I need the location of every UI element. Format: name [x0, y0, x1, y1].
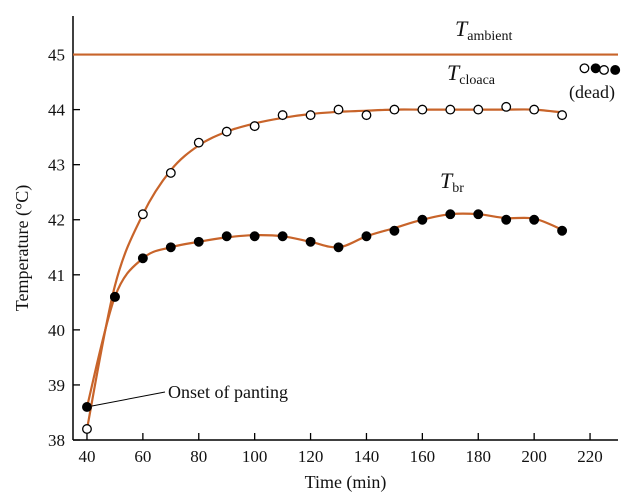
x-tick-label: 120 [298, 447, 324, 466]
axes: 40 60 80 100 120 140 160 180 200 220 38 39 40 41 42 43… [12, 16, 618, 493]
data-point-br [165, 242, 176, 253]
x-tick-label: 100 [242, 447, 268, 466]
data-point-cloaca [557, 110, 568, 121]
series-label-main: T [440, 168, 454, 193]
y-tick-label: 40 [48, 321, 65, 340]
series-labels: Tambient Tcloaca Tbr (dead) Onset of pan… [91, 16, 615, 407]
series-label-br: Tbr [440, 168, 464, 196]
x-ticks: 40 60 80 100 120 140 160 180 200 220 [78, 433, 603, 466]
x-tick-label: 80 [190, 447, 207, 466]
data-point-cloaca [417, 104, 428, 115]
x-tick-label: 220 [577, 447, 603, 466]
series-label-sub: cloaca [459, 73, 496, 88]
x-tick-label: 160 [410, 447, 436, 466]
y-tick-label: 45 [48, 46, 65, 65]
series-label-sub: ambient [467, 29, 512, 44]
x-axis-title: Time (min) [305, 472, 387, 493]
onset-leader-line [91, 391, 166, 407]
data-point-br [305, 236, 316, 247]
y-tick-label: 43 [48, 156, 65, 175]
y-axis-title: Temperature (°C) [12, 185, 33, 311]
x-tick-label: 180 [466, 447, 492, 466]
y-tick-label: 41 [48, 266, 65, 285]
x-tick-label: 40 [78, 447, 95, 466]
data-point-cloaca [529, 104, 540, 115]
data-point-br [361, 231, 372, 242]
x-tick-label: 60 [134, 447, 151, 466]
series-label-cloaca: Tcloaca [447, 60, 496, 88]
data-point-br [249, 231, 260, 242]
data-point-cloaca [389, 104, 400, 115]
data-point-cloaca [333, 104, 344, 115]
data-point-cloaca [361, 110, 372, 121]
data-point-cloaca [305, 110, 316, 121]
series-line-cloaca [85, 108, 563, 430]
data-point-br [221, 231, 232, 242]
data-point-br [501, 214, 512, 225]
data-point-cloaca [82, 424, 92, 434]
data-point-br [82, 402, 92, 412]
data-point-br [529, 214, 540, 225]
data-point-br [333, 242, 344, 253]
data-point-br [193, 236, 204, 247]
data-point-br [109, 291, 120, 302]
y-tick-label: 44 [48, 101, 66, 120]
y-tick-label: 38 [48, 431, 65, 450]
data-point-br [557, 225, 568, 236]
data-point-cloaca [445, 104, 456, 115]
y-tick-label: 39 [48, 376, 65, 395]
data-point-cloaca [221, 126, 232, 137]
data-point-br [389, 225, 400, 236]
dead-label: (dead) [569, 82, 615, 103]
data-point-dead [579, 63, 590, 74]
series-label-main: T [447, 60, 461, 85]
data-point-cloaca [165, 167, 176, 178]
data-point-br [417, 214, 428, 225]
x-tick-label: 200 [521, 447, 547, 466]
series-label-main: T [455, 16, 469, 41]
data-point-cloaca [501, 101, 512, 112]
data-point-dead [610, 65, 621, 75]
data-point-br [277, 231, 288, 242]
plot [73, 53, 621, 434]
onset-of-panting-label: Onset of panting [168, 382, 288, 402]
data-point-dead [599, 65, 609, 75]
data-point-cloaca [193, 137, 204, 148]
data-point-br [473, 209, 484, 220]
series-label-sub: br [452, 181, 464, 196]
data-point-cloaca [473, 104, 484, 115]
data-point-cloaca [277, 110, 288, 121]
data-point-br [445, 209, 456, 220]
series-line-br [85, 212, 563, 408]
series-label-ambient: Tambient [455, 16, 512, 44]
x-tick-label: 140 [354, 447, 380, 466]
data-point-cloaca [249, 121, 260, 132]
data-point-cloaca [137, 209, 148, 220]
y-tick-label: 42 [48, 211, 65, 230]
data-point-br [137, 253, 148, 264]
y-ticks: 38 39 40 41 42 43 44 45 [48, 46, 80, 450]
data-point-dead [590, 63, 601, 74]
